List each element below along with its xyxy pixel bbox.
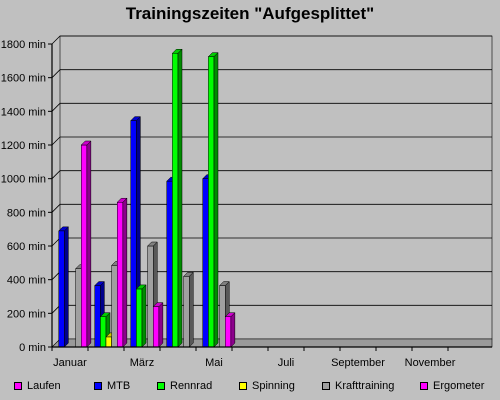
bar-top <box>58 226 69 232</box>
bar-front <box>153 306 160 348</box>
legend-label: Spinning <box>252 380 295 392</box>
bar-front <box>208 56 215 348</box>
bar-ergometer-0 <box>80 140 92 348</box>
y-tick-label: 1800 min <box>1 39 46 51</box>
legend-swatch <box>14 382 22 390</box>
legend: Laufen MTB Rennrad Spinning Krafttraining Erg… <box>14 378 494 394</box>
legend-swatch <box>157 382 165 390</box>
bar-rennrad-4 <box>207 52 219 348</box>
bar-front <box>94 285 101 348</box>
bar-top <box>224 312 236 317</box>
y-tick-label: 800 min <box>7 207 46 219</box>
x-tick-label: Juli <box>278 357 295 369</box>
y-tick-labels: 0 min 200 min 400 min 600 min 800 min 1000 mi… <box>1 39 52 354</box>
x-tick-labels: Januar März Mai Juli September November <box>51 347 456 369</box>
bar-top <box>219 281 230 286</box>
bar-top <box>80 140 92 146</box>
legend-swatch <box>420 382 428 390</box>
bar-front <box>130 120 137 348</box>
gridline-diag <box>51 204 61 213</box>
legend-item-ergometer: Ergometer <box>420 378 484 394</box>
x-tick-label: September <box>331 357 385 369</box>
bar-ergometer-2 <box>152 301 164 348</box>
bar-side <box>189 271 194 348</box>
legend-label: Rennrad <box>170 380 213 392</box>
bar-side <box>141 284 147 348</box>
bar-top <box>152 302 164 307</box>
bar-side <box>122 197 128 348</box>
bar-top <box>207 52 219 57</box>
bar-mtb-0 <box>58 226 69 348</box>
bar-ergometer-1 <box>116 197 128 348</box>
bar-front <box>58 230 65 348</box>
y-tick-label: 1400 min <box>1 106 46 118</box>
bar-side <box>64 226 69 348</box>
bar-side <box>213 52 219 348</box>
gridline-diag <box>51 136 61 146</box>
x-tick-label: Mai <box>205 357 223 369</box>
legend-swatch <box>94 382 102 390</box>
bar-top <box>94 281 105 286</box>
legend-swatch <box>322 382 330 390</box>
bar-side <box>86 140 92 348</box>
y-tick-label: 200 min <box>7 308 46 320</box>
bar-front <box>219 285 226 348</box>
bar-front <box>183 276 190 348</box>
bar-front <box>136 288 143 348</box>
bar-rennrad-3 <box>171 48 183 348</box>
legend-label: MTB <box>107 380 131 392</box>
bar-top <box>130 116 141 121</box>
y-tick-label: 1000 min <box>1 174 46 186</box>
bar-front <box>172 53 179 348</box>
bar-front <box>166 180 173 348</box>
bar-front <box>75 268 82 348</box>
bar-front <box>81 144 88 348</box>
y-tick-label: 1200 min <box>1 140 46 152</box>
x-tick-label: März <box>130 357 154 369</box>
bar-side <box>158 301 164 348</box>
y-tick-label: 0 min <box>19 342 46 354</box>
gridline-diag <box>51 103 61 112</box>
bar-front <box>225 316 232 348</box>
y-tick-label: 1600 min <box>1 73 46 85</box>
axes <box>51 44 492 348</box>
bar-top <box>135 284 147 290</box>
y-tick-label: 400 min <box>7 275 46 287</box>
bar-top <box>183 272 194 277</box>
legend-swatch <box>239 382 247 390</box>
bar-front <box>105 336 112 348</box>
gridline-diag <box>51 69 61 78</box>
gridline-diag <box>51 170 61 179</box>
legend-item-krafttraining: Krafttraining <box>322 378 394 394</box>
legend-item-rennrad: Rennrad <box>157 378 212 394</box>
bar-ergometer-4 <box>224 312 236 348</box>
bar-front <box>111 265 118 348</box>
legend-label: Laufen <box>27 380 61 392</box>
legend-item-mtb: MTB <box>94 378 130 394</box>
bar-front <box>147 245 154 348</box>
legend-label: Krafttraining <box>335 380 395 392</box>
bar-side <box>230 312 236 348</box>
legend-item-spinning: Spinning <box>239 378 295 394</box>
bar-front <box>117 201 124 348</box>
bar-rennrad-2 <box>135 284 147 348</box>
bar-front <box>100 316 107 348</box>
x-tick-label: November <box>405 357 456 369</box>
bar-front <box>202 178 209 348</box>
gridline-diag <box>51 35 61 45</box>
bar-top <box>116 197 128 203</box>
y-tick-label: 600 min <box>7 241 46 253</box>
bar-side <box>177 48 183 348</box>
bar-top <box>147 241 158 247</box>
bar-top <box>99 312 111 317</box>
legend-item-laufen: Laufen <box>14 378 61 394</box>
x-tick-label: Januar <box>53 357 87 369</box>
legend-label: Ergometer <box>433 380 485 392</box>
chart-title: Trainingszeiten "Aufgesplittet" <box>125 4 375 23</box>
bar-krafttraining-3 <box>183 271 194 348</box>
bar-top <box>171 49 183 54</box>
